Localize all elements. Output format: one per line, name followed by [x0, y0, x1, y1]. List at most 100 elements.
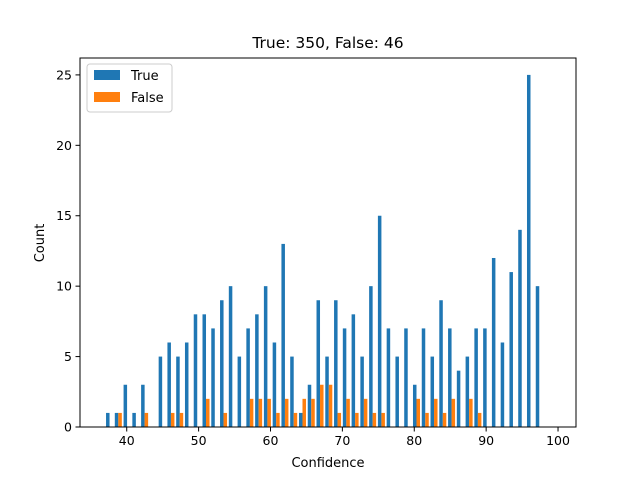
bar-true-31 [377, 215, 382, 427]
bar-false-28 [355, 412, 359, 427]
bars-layer [106, 74, 540, 428]
x-axis-ticks: 40 50 60 70 80 90 100 [119, 427, 570, 448]
bar-true-27 [342, 328, 347, 427]
bar-false-13 [223, 412, 228, 427]
bar-true-36 [421, 328, 426, 427]
bar-false-31 [381, 412, 385, 427]
bar-true-34 [404, 328, 408, 427]
bar-true-25 [325, 356, 329, 427]
bar-false-37 [434, 398, 438, 427]
y-tick-label-10: 10 [56, 279, 72, 294]
bar-true-11 [202, 314, 207, 427]
legend-label-false: False [131, 91, 164, 106]
bar-false-38 [442, 412, 447, 427]
bar-false-21 [293, 412, 298, 427]
bar-true-7 [167, 342, 171, 427]
bar-true-29 [360, 356, 364, 427]
bar-false-18 [267, 398, 271, 427]
bar-true-21 [290, 356, 294, 427]
bar-true-17 [255, 314, 259, 427]
x-tick-label-40: 40 [119, 433, 135, 448]
bar-false-39 [451, 398, 456, 427]
bar-true-43 [483, 328, 487, 427]
bar-true-49 [535, 286, 540, 427]
bar-false-24 [320, 384, 324, 427]
bar-true-3 [132, 412, 136, 427]
bar-false-41 [469, 398, 473, 427]
bar-false-4 [144, 412, 149, 427]
legend-swatch-true [94, 70, 120, 80]
bar-true-24 [316, 300, 321, 427]
legend-label-true: True [130, 69, 159, 84]
bar-false-7 [170, 412, 175, 427]
bar-true-35 [412, 384, 417, 427]
y-axis-ticks: 0 5 10 15 20 25 [56, 67, 80, 435]
x-tick-label-80: 80 [406, 433, 422, 448]
bar-true-41 [465, 356, 470, 427]
y-tick-label-25: 25 [56, 67, 72, 82]
bar-false-23 [311, 398, 315, 427]
bar-true-8 [176, 356, 180, 427]
bar-false-29 [363, 398, 368, 427]
bar-true-22 [298, 412, 303, 427]
bar-true-20 [281, 243, 285, 427]
bar-false-16 [249, 398, 254, 427]
bar-false-1 [118, 412, 122, 427]
y-tick-label-15: 15 [56, 208, 72, 223]
bar-false-27 [346, 398, 350, 427]
bar-true-12 [211, 328, 215, 427]
bar-true-39 [448, 328, 452, 427]
x-axis-label: Confidence [291, 456, 364, 471]
bar-true-18 [263, 286, 268, 427]
x-tick-label-100: 100 [546, 433, 570, 448]
bar-true-14 [228, 286, 233, 427]
bar-true-6 [158, 356, 163, 427]
bar-false-42 [477, 412, 482, 427]
plot-frame [79, 57, 577, 428]
legend: True False [86, 63, 173, 113]
x-tick-label-90: 90 [478, 433, 494, 448]
bar-false-26 [337, 412, 342, 427]
bar-false-25 [328, 384, 333, 427]
bar-true-48 [526, 74, 531, 428]
bar-true-13 [220, 300, 224, 427]
bar-true-28 [351, 314, 356, 427]
bar-false-8 [179, 412, 184, 427]
bar-false-11 [206, 398, 210, 427]
bar-false-36 [425, 412, 429, 427]
bar-true-19 [272, 342, 277, 427]
chart-title: True: 350, False: 46 [251, 34, 403, 52]
bar-true-33 [395, 356, 399, 427]
bar-true-37 [430, 356, 435, 427]
bar-false-20 [284, 398, 289, 427]
x-tick-label-60: 60 [263, 433, 279, 448]
bar-true-1 [114, 412, 119, 427]
bar-true-16 [246, 328, 250, 427]
bar-true-30 [369, 286, 373, 427]
bar-true-2 [123, 384, 128, 427]
bar-true-42 [474, 328, 478, 427]
bar-true-45 [500, 342, 505, 427]
bar-true-15 [237, 356, 242, 427]
bar-true-44 [491, 257, 496, 427]
y-axis-label: Count [33, 224, 48, 263]
bar-false-22 [302, 398, 306, 427]
y-tick-label-5: 5 [64, 349, 72, 364]
y-tick-label-0: 0 [64, 420, 72, 435]
bar-true-9 [184, 342, 189, 427]
bar-false-17 [258, 398, 263, 427]
x-tick-label-50: 50 [191, 433, 207, 448]
bar-true-40 [456, 370, 461, 427]
bar-true-38 [439, 300, 443, 427]
legend-swatch-false [94, 92, 120, 102]
bar-true-26 [334, 300, 338, 427]
x-tick-label-70: 70 [334, 433, 350, 448]
bar-true-23 [307, 384, 312, 427]
bar-true-4 [141, 384, 145, 427]
bar-false-30 [372, 412, 377, 427]
bar-true-0 [106, 412, 110, 427]
y-tick-label-20: 20 [56, 138, 72, 153]
bar-true-10 [193, 314, 198, 427]
bar-true-47 [518, 229, 522, 427]
